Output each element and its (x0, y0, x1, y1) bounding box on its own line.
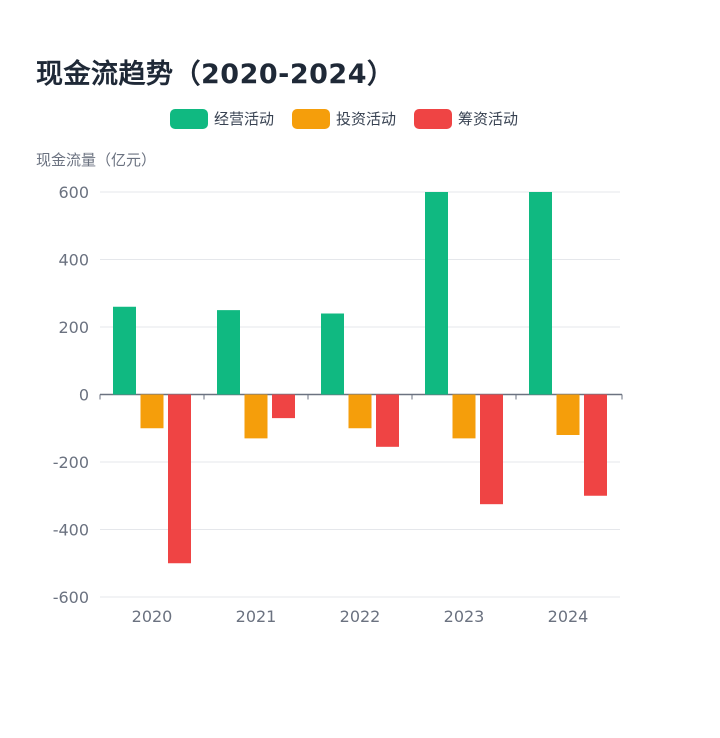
bar-投资活动-2021 (244, 394, 268, 439)
bar-经营活动-2024 (529, 192, 552, 395)
legend-item-investing[interactable]: 投资活动 (292, 108, 396, 129)
bar-经营活动-2020 (113, 306, 136, 395)
y-tick-label: 200 (58, 318, 89, 337)
x-tick-label: 2020 (132, 607, 173, 626)
legend-label-financing: 筹资活动 (458, 110, 519, 128)
legend-item-financing[interactable]: 筹资活动 (414, 108, 518, 129)
y-tick-label: -200 (53, 453, 89, 472)
bar-经营活动-2022 (321, 313, 344, 395)
y-axis-title: 现金流量（亿元） (36, 151, 157, 169)
legend-swatch-financing (414, 108, 453, 129)
legend: 经营活动 投资活动 筹资活动 (170, 108, 536, 129)
y-tick-label: -400 (53, 521, 89, 540)
y-tick-label: 0 (79, 386, 89, 405)
bar-筹资活动-2020 (168, 394, 191, 564)
bar-投资活动-2020 (140, 394, 164, 429)
legend-label-operating: 经营活动 (214, 110, 275, 128)
bar-投资活动-2023 (452, 394, 476, 439)
y-tick-label: 600 (58, 183, 89, 202)
x-tick-label: 2021 (236, 607, 277, 626)
bar-投资活动-2024 (556, 394, 580, 435)
bar-投资活动-2022 (348, 394, 372, 429)
bar-筹资活动-2021 (272, 394, 295, 419)
bar-筹资活动-2024 (584, 394, 607, 496)
y-tick-label: 400 (58, 251, 89, 270)
bar-筹资活动-2022 (376, 394, 399, 447)
legend-label-investing: 投资活动 (336, 110, 397, 128)
x-tick-label: 2024 (548, 607, 589, 626)
bar-筹资活动-2023 (480, 394, 503, 505)
chart-title: 现金流趋势（2020-2024） (36, 59, 395, 90)
y-tick-label: -600 (53, 588, 89, 607)
bar-经营活动-2021 (217, 310, 240, 395)
bar-经营活动-2023 (425, 192, 448, 395)
x-tick-label: 2023 (444, 607, 485, 626)
legend-swatch-operating (170, 108, 208, 129)
legend-item-operating[interactable]: 经营活动 (170, 108, 274, 129)
legend-swatch-investing (292, 108, 331, 129)
x-tick-label: 2022 (340, 607, 381, 626)
